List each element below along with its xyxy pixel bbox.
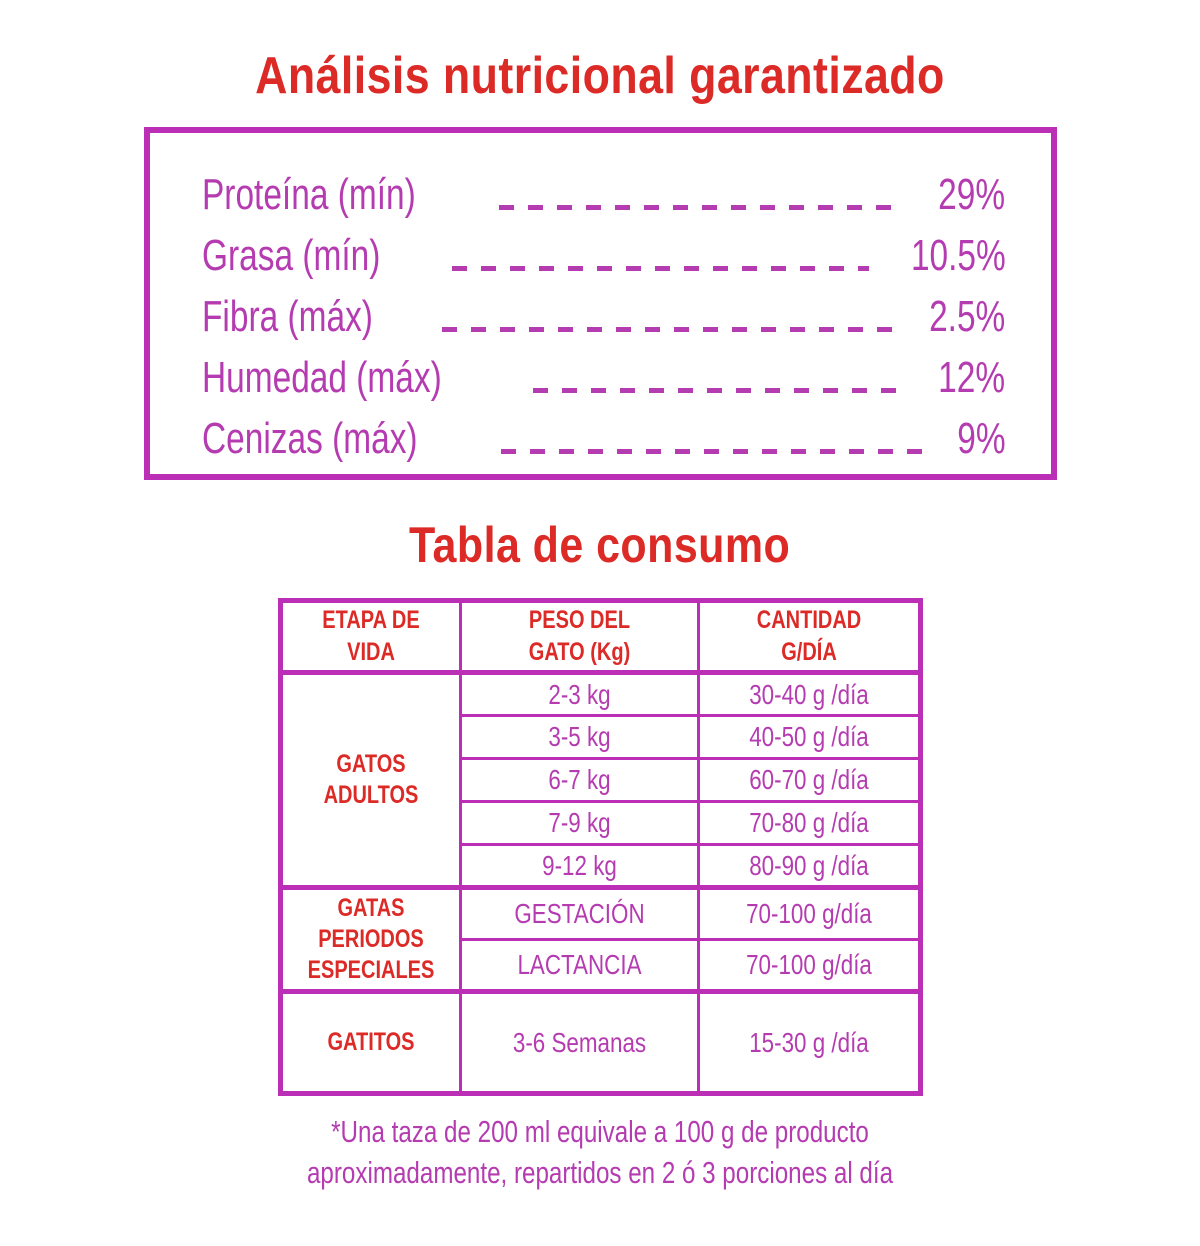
weight-cell: 6-7 kg <box>458 757 700 803</box>
amount-cell: 70-100 g/día <box>696 885 922 941</box>
dashed-leader <box>532 388 906 393</box>
amount-cell: 70-100 g/día <box>696 938 922 993</box>
table-row: GATITOS 3-6 Semanas 15-30 g /día <box>278 989 922 1095</box>
dashed-leader <box>501 449 930 454</box>
fat-label: Grasa (mín) <box>201 231 380 280</box>
consumption-title-text: Tabla de consumo <box>409 517 791 573</box>
dashed-leader <box>498 205 906 210</box>
footnote-line-2: aproximadamente, repartidos en 2 ó 3 por… <box>306 1154 894 1190</box>
table-row: 9-12 kg 80-90 g /día <box>280 843 922 889</box>
weight-cell: 9-12 kg <box>458 843 700 889</box>
dashed-leader <box>442 327 894 332</box>
table-header-row: ETAPA DE VIDA PESO DEL GATO (Kg) CANTIDA… <box>278 599 922 674</box>
consumption-table: ETAPA DE VIDA PESO DEL GATO (Kg) CANTIDA… <box>277 598 923 1096</box>
analysis-row-fiber: Fibra (máx) 2.5% <box>202 278 1006 339</box>
consumption-title: Tabla de consumo <box>0 516 1200 574</box>
header-life-stage: ETAPA DE VIDA <box>278 599 462 674</box>
weight-cell: LACTANCIA <box>458 938 700 993</box>
protein-value: 29% <box>938 170 1006 219</box>
table-row: LACTANCIA 70-100 g/día <box>280 938 922 993</box>
header-amount: CANTIDAD G/DÍA <box>696 599 922 674</box>
table-row: 6-7 kg 60-70 g /día <box>280 757 922 803</box>
amount-cell: 30-40 g /día <box>696 670 922 717</box>
moisture-value: 12% <box>938 353 1006 402</box>
fiber-label: Fibra (máx) <box>201 292 373 341</box>
analysis-title-text: Análisis nutricional garantizado <box>255 47 945 105</box>
table-row: GATOS ADULTOS 2-3 kg 30-40 g /día <box>278 670 922 889</box>
stage-kittens: GATITOS <box>278 989 462 1095</box>
fat-value: 10.5% <box>910 231 1006 280</box>
amount-cell: 40-50 g /día <box>696 714 922 760</box>
analysis-row-fat: Grasa (mín) 10.5% <box>202 217 1006 278</box>
footnote-line-1: *Una taza de 200 ml equivale a 100 g de … <box>331 1114 869 1149</box>
analysis-box: Proteína (mín) 29% Grasa (mín) 10.5% Fib… <box>143 127 1057 480</box>
stage-adult-cats: GATOS ADULTOS <box>278 670 462 889</box>
analysis-title: Análisis nutricional garantizado <box>0 46 1200 106</box>
analysis-row-protein: Proteína (mín) 29% <box>202 156 1006 217</box>
moisture-label: Humedad (máx) <box>201 353 442 402</box>
weight-cell: 7-9 kg <box>458 800 700 846</box>
header-cat-weight: PESO DEL GATO (Kg) <box>458 599 700 674</box>
amount-cell: 60-70 g /día <box>696 757 922 803</box>
amount-cell: 70-80 g /día <box>696 800 922 846</box>
footnote: *Una taza de 200 ml equivale a 100 g de … <box>0 1112 1200 1194</box>
table-row: 3-5 kg 40-50 g /día <box>280 714 922 760</box>
nutrition-label: Análisis nutricional garantizado Proteín… <box>0 46 1200 1194</box>
weight-cell: GESTACIÓN <box>458 885 700 941</box>
weight-cell: 2-3 kg <box>458 670 700 717</box>
amount-cell: 15-30 g /día <box>696 989 922 1095</box>
stage-special-period-cats: GATAS PERIODOS ESPECIALES <box>278 885 462 993</box>
ash-label: Cenizas (máx) <box>201 414 418 463</box>
ash-value: 9% <box>957 414 1006 463</box>
amount-cell: 80-90 g /día <box>696 843 922 889</box>
table-row: GATAS PERIODOS ESPECIALES GESTACIÓN 70-1… <box>278 885 922 993</box>
table-row: 7-9 kg 70-80 g /día <box>280 800 922 846</box>
analysis-row-moisture: Humedad (máx) 12% <box>202 339 1006 400</box>
protein-label: Proteína (mín) <box>201 170 416 219</box>
weight-cell: 3-5 kg <box>458 714 700 760</box>
weight-cell: 3-6 Semanas <box>458 989 700 1095</box>
dashed-leader <box>452 266 869 271</box>
fiber-value: 2.5% <box>929 292 1006 341</box>
analysis-row-ash: Cenizas (máx) 9% <box>202 400 1006 461</box>
